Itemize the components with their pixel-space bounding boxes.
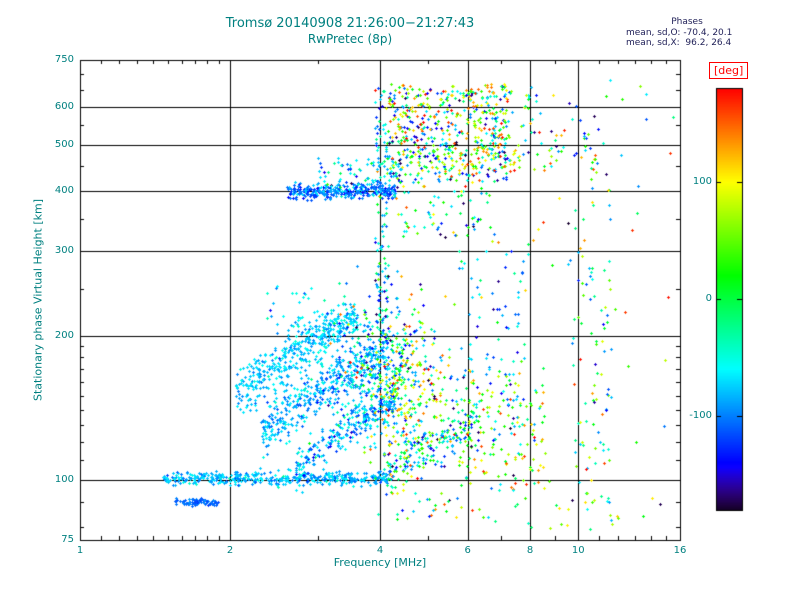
phase-stats-header: Phases <box>671 17 703 27</box>
colorbar-tick-label: 0 <box>705 293 712 304</box>
y-tick-label: 75 <box>61 534 74 545</box>
phase-stats-o: mean, sd,O: -70.4, 20.1 <box>626 27 733 38</box>
x-tick-label: 4 <box>376 545 384 556</box>
y-axis-label: Stationary phase Virtual Height [km] <box>31 198 45 402</box>
y-tick-label: 200 <box>54 329 74 341</box>
x-tick-label: 16 <box>673 545 687 556</box>
colorbar-tick-label: 100 <box>692 175 712 187</box>
x-axis-label: Frequency [MHz] <box>333 556 427 569</box>
x-tick-label: 2 <box>226 545 234 556</box>
y-tick-label: 500 <box>54 138 74 150</box>
y-tick-label: 400 <box>54 185 74 197</box>
x-tick-label: 10 <box>571 545 585 556</box>
x-tick-label: 1 <box>76 545 84 556</box>
x-tick-label: 8 <box>526 545 534 556</box>
plot-title: Tromsø 20140908 21:26:00−21:27:43 <box>225 16 475 31</box>
colorbar-tick-label: -100 <box>689 410 712 422</box>
y-tick-label: 300 <box>54 245 74 256</box>
x-tick-label: 6 <box>464 545 471 556</box>
plot-subtitle: RwPretec (8p) <box>307 32 393 46</box>
colorbar-unit-label: [deg] <box>709 62 749 79</box>
y-tick-label: 100 <box>54 474 74 486</box>
phase-stats: Phases mean, sd,O: -70.4, 20.1 mean, sd,… <box>612 17 762 49</box>
y-tick-label: 750 <box>54 54 74 65</box>
phase-stats-x: mean, sd,X: 96.2, 26.4 <box>626 38 732 48</box>
y-tick-label: 600 <box>54 100 74 112</box>
